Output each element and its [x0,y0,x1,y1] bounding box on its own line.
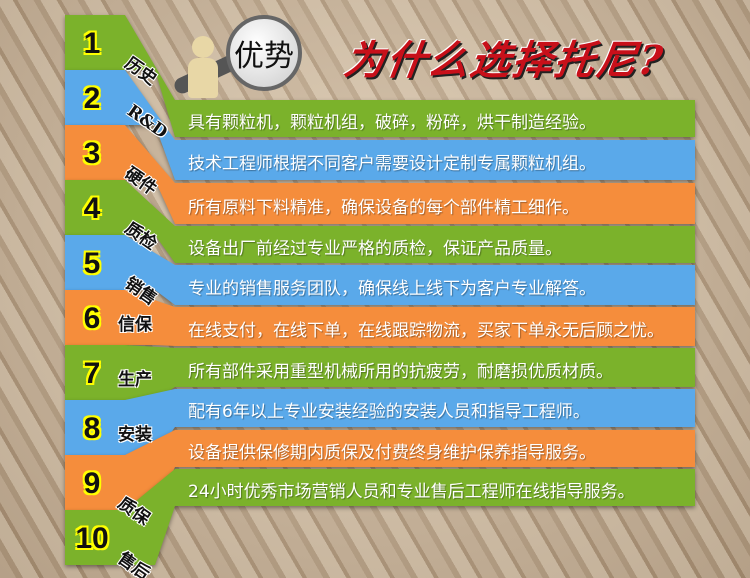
row-band [65,15,695,137]
row-band [65,70,695,180]
row-number: 3 [83,137,101,170]
row-band [65,180,695,263]
row-text: 所有原料下料精准，确保设备的每个部件精工细作。 [188,197,579,218]
row-band [65,290,695,346]
row-text: 设备出厂前经过专业严格的质检，保证产品质量。 [188,238,562,259]
row-band [65,469,695,565]
figure-icon [192,36,214,58]
row-number: 5 [83,247,101,280]
row-band [65,345,695,400]
row-number: 10 [75,522,109,555]
row-text: 专业的销售服务团队，确保线上线下为客户专业解答。 [188,279,596,299]
row-text: 所有部件采用重型机械所用的抗疲劳，耐磨损优质材质。 [188,361,613,382]
row-number: 4 [83,192,101,225]
row-text: 设备提供保修期内质保及付费终身维护保养指导服务。 [188,442,596,463]
row-number: 8 [83,412,101,445]
row-tag: 生产 [118,370,152,390]
figure-body [188,58,218,98]
row-number: 2 [83,82,101,115]
row-text: 具有颗粒机，颗粒机组，破碎，粉碎，烘干制造经验。 [188,112,596,133]
row-text: 24小时优秀市场营销人员和专业售后工程师在线指导服务。 [188,481,635,502]
magnifier-badge: 优势 [226,15,302,91]
row-tag: 信保 [118,315,152,335]
row-tag: 安装 [118,425,152,445]
row-text: 技术工程师根据不同客户需要设计定制专属颗粒机组。 [188,154,596,174]
row-band [65,125,695,224]
page-title: 为什么选择托尼? [341,37,668,84]
row-number: 7 [83,357,101,390]
row-text: 配有6年以上专业安装经验的安装人员和指导工程师。 [188,402,590,422]
row-band [65,430,695,510]
row-band [65,389,695,455]
row-number: 1 [83,27,101,60]
row-band [65,235,695,305]
row-number: 6 [83,302,101,335]
row-number: 9 [83,467,101,500]
row-text: 在线支付，在线下单，在线跟踪物流，买家下单永无后顾之忧。 [188,320,664,341]
